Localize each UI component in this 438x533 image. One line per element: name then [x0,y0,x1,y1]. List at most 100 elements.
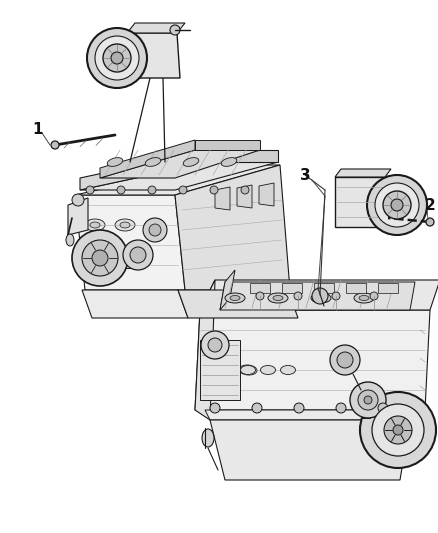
Circle shape [332,292,340,300]
Circle shape [370,292,378,300]
Circle shape [330,345,360,375]
Circle shape [149,224,161,236]
Ellipse shape [311,293,331,303]
Circle shape [391,199,403,211]
Circle shape [393,425,403,435]
Polygon shape [100,150,260,178]
Ellipse shape [85,219,105,231]
Ellipse shape [107,158,123,166]
Ellipse shape [145,158,161,166]
Ellipse shape [90,222,100,228]
Circle shape [82,240,118,276]
Circle shape [252,403,262,413]
Polygon shape [215,187,230,210]
Ellipse shape [261,366,276,375]
Ellipse shape [224,365,242,375]
Circle shape [375,183,419,227]
Ellipse shape [268,293,288,303]
Ellipse shape [316,295,326,301]
Circle shape [337,352,353,368]
Circle shape [170,25,180,35]
Bar [282,283,302,293]
Circle shape [201,331,229,359]
Ellipse shape [183,158,199,166]
Circle shape [378,403,388,413]
Circle shape [383,191,411,219]
Polygon shape [195,310,430,410]
Ellipse shape [66,234,74,246]
Ellipse shape [225,293,245,303]
Circle shape [364,396,372,404]
Polygon shape [335,169,391,177]
Ellipse shape [145,219,165,231]
Circle shape [384,416,412,444]
Circle shape [103,44,131,72]
Circle shape [358,390,378,410]
Circle shape [92,250,108,266]
Ellipse shape [150,222,160,228]
Polygon shape [220,282,415,310]
Circle shape [372,404,424,456]
Circle shape [72,194,84,206]
Polygon shape [195,140,260,150]
Polygon shape [175,165,290,290]
Ellipse shape [120,222,130,228]
Polygon shape [205,410,410,420]
Ellipse shape [202,429,214,447]
Circle shape [367,175,427,235]
Ellipse shape [115,219,135,231]
Circle shape [294,292,302,300]
Polygon shape [75,165,280,195]
Ellipse shape [354,293,374,303]
Polygon shape [220,270,235,310]
Polygon shape [335,177,385,227]
Ellipse shape [239,365,257,375]
Bar [346,283,366,293]
Circle shape [241,186,249,194]
Circle shape [179,186,187,194]
Circle shape [130,247,146,263]
Polygon shape [210,150,278,162]
Ellipse shape [221,158,237,166]
Polygon shape [195,280,215,420]
Ellipse shape [280,366,296,375]
Text: 3: 3 [300,167,310,182]
Polygon shape [178,290,298,318]
Polygon shape [259,183,274,206]
Ellipse shape [209,365,227,375]
Polygon shape [127,33,180,78]
Polygon shape [127,23,185,33]
Circle shape [123,240,153,270]
Circle shape [426,218,434,226]
Circle shape [143,218,167,242]
Circle shape [148,186,156,194]
Circle shape [117,186,125,194]
Circle shape [51,141,59,149]
Ellipse shape [230,295,240,301]
Circle shape [95,36,139,80]
Bar [378,283,398,293]
Circle shape [336,403,346,413]
Circle shape [210,186,218,194]
Bar [314,283,334,293]
Ellipse shape [273,295,283,301]
Ellipse shape [240,366,255,375]
Polygon shape [80,162,278,190]
Polygon shape [82,290,188,318]
Circle shape [294,403,304,413]
Polygon shape [210,420,410,480]
Text: 2: 2 [424,198,435,213]
Polygon shape [200,280,438,310]
Circle shape [360,392,436,468]
Circle shape [350,382,386,418]
Ellipse shape [359,295,369,301]
Polygon shape [100,140,195,178]
Circle shape [256,292,264,300]
Circle shape [312,288,328,304]
Circle shape [111,52,123,64]
Circle shape [87,28,147,88]
Polygon shape [75,195,185,290]
Bar [250,283,270,293]
Circle shape [208,338,222,352]
Circle shape [86,186,94,194]
